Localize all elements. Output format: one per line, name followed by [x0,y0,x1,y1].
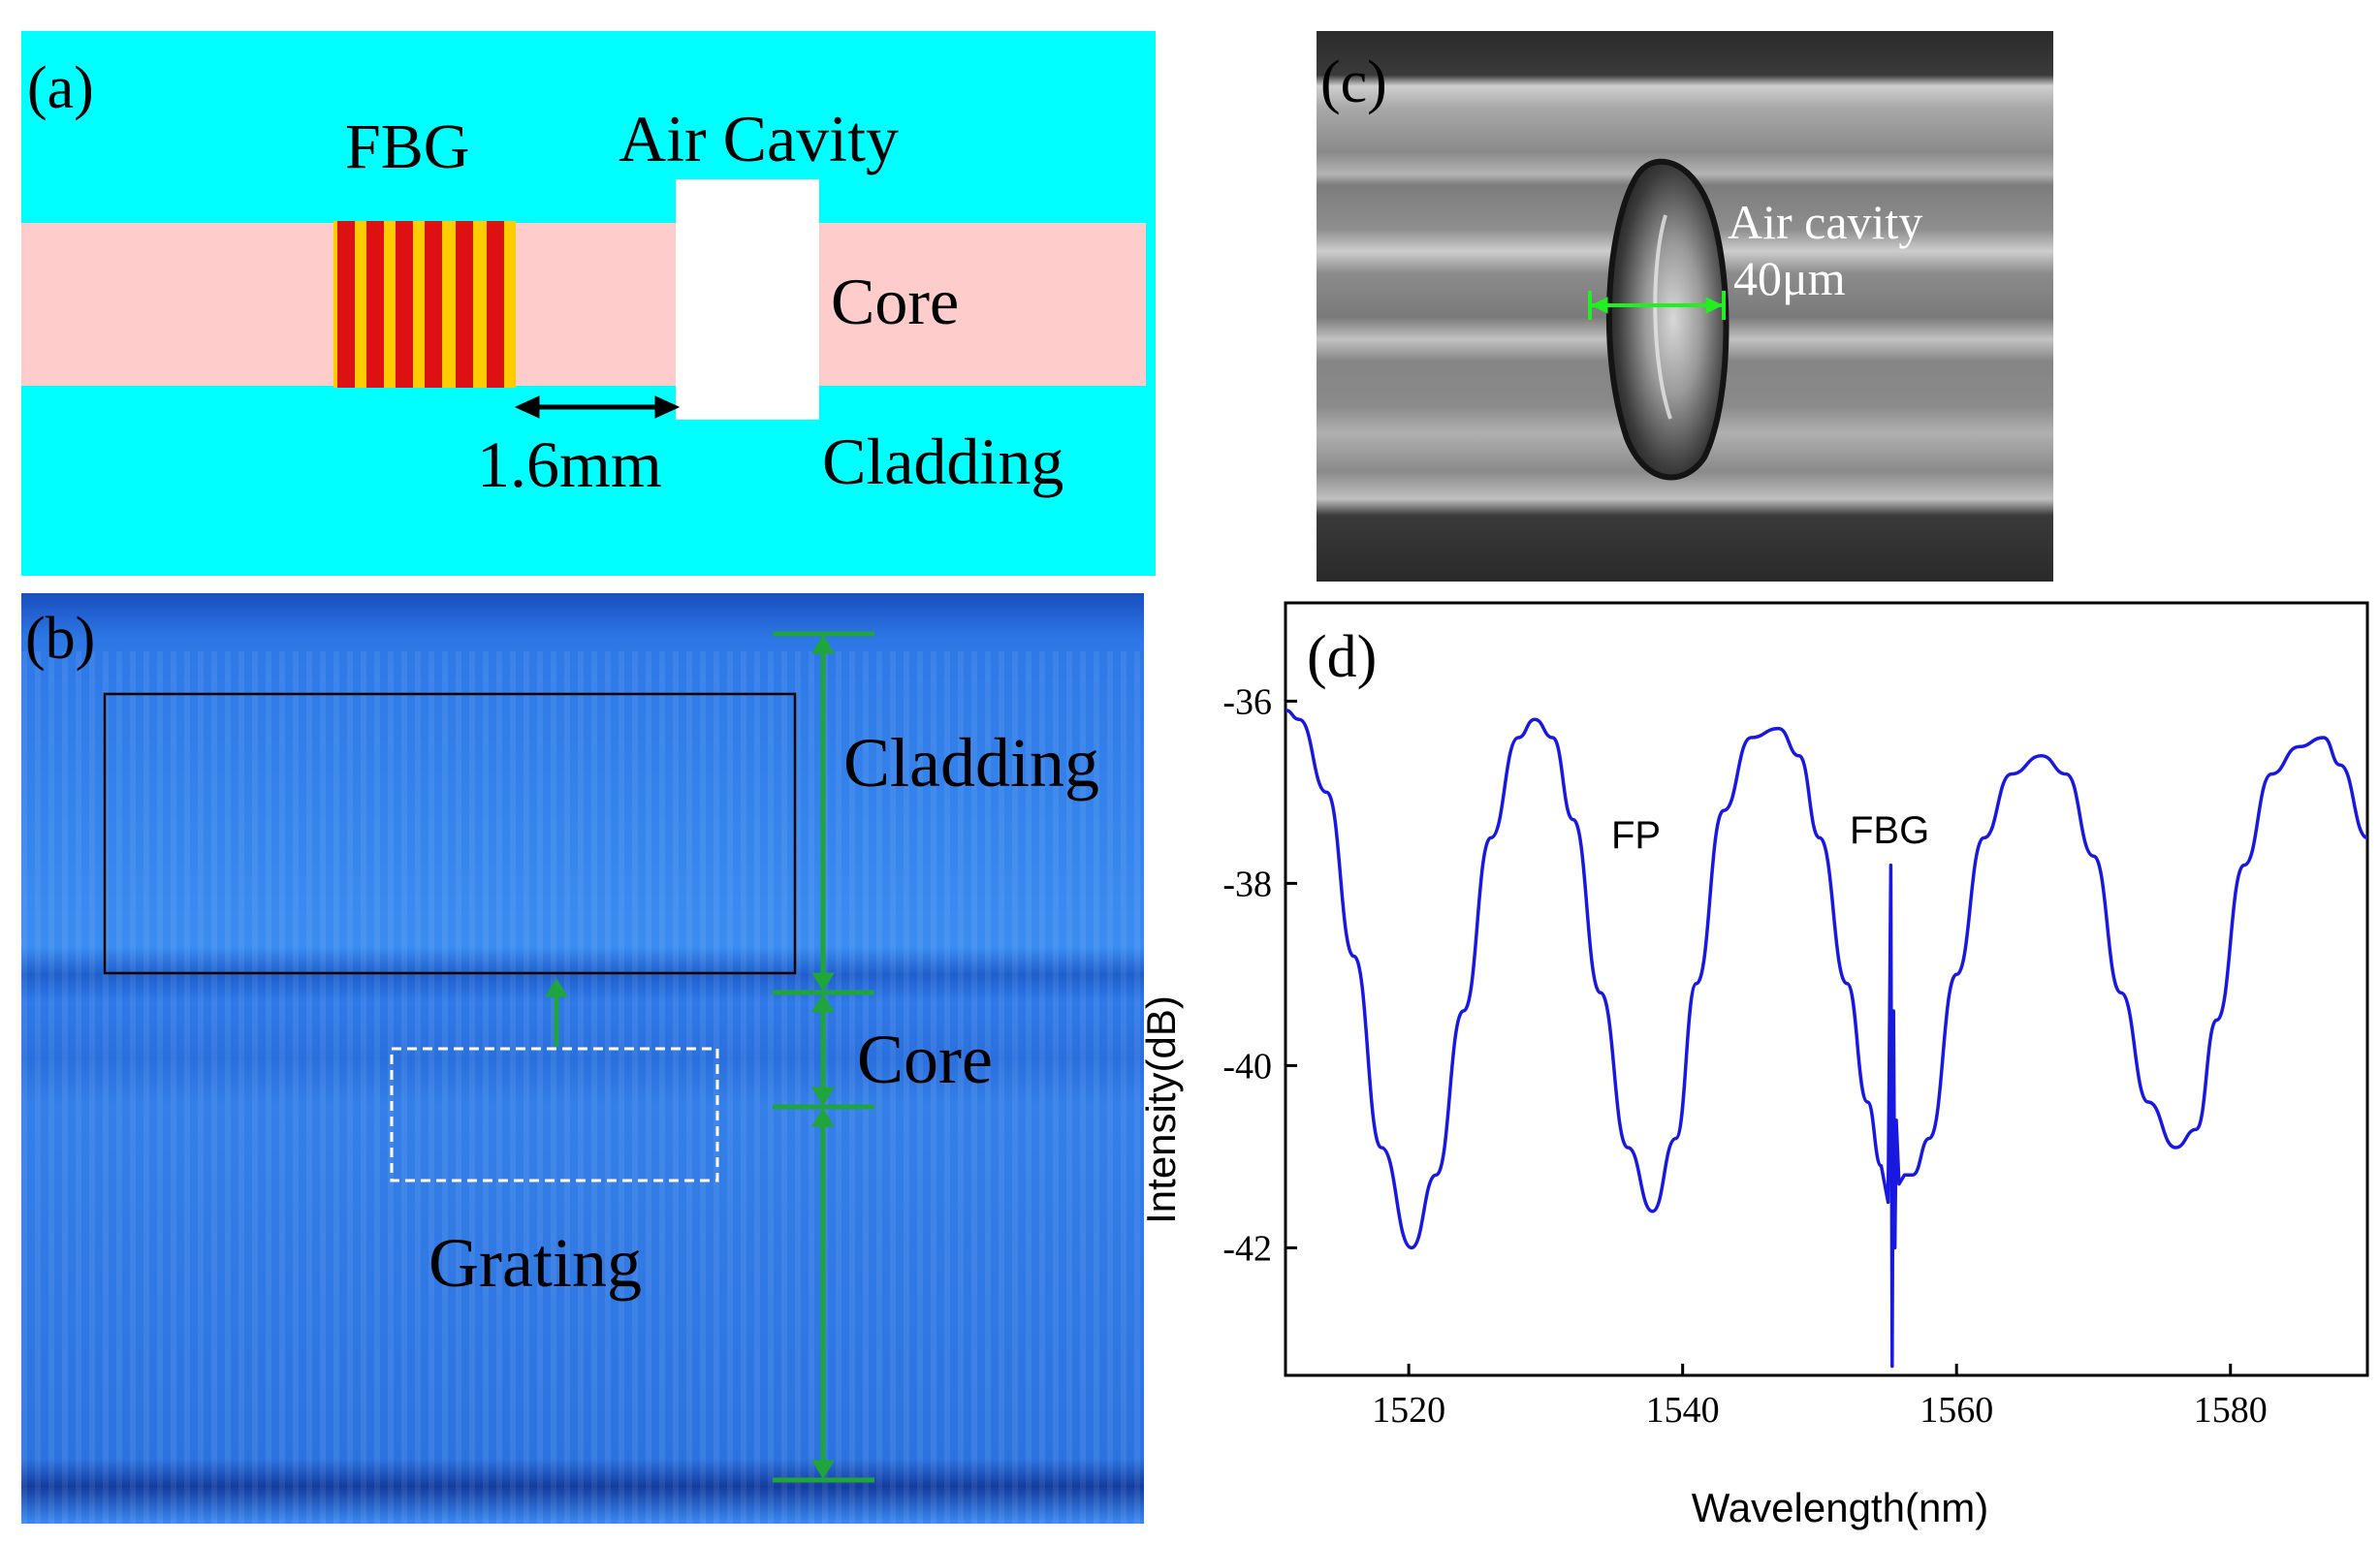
x-tick-label: 1540 [1646,1390,1720,1431]
y-tick-label: -42 [1222,1228,1272,1269]
panel-c-label: (c) [1320,49,1387,115]
spectrum-chart: 1520 1540 1560 1580 -42 -40 -38 -36 Wavelength(… [1144,601,2369,1530]
panel-d-label: (d) [1307,624,1377,690]
grating-box [390,1047,719,1182]
scale-markers [545,631,874,1483]
air-cavity-ellipse [1605,158,1729,481]
cladding-label: Cladding [843,724,1099,802]
panel-a-label: (a) [27,55,94,121]
fbg-label: FBG [345,111,470,182]
core-label: Core [831,265,960,338]
panel-b: (b) Cladding Core Grating [21,593,1144,1524]
x-tick-label: 1520 [1372,1390,1445,1431]
distance-arrow [514,395,681,419]
spectrum-line [1285,709,2368,1369]
distance-label: 1.6mm [477,427,662,501]
panel-c: (c) Air cavity 40μm [1317,31,2053,582]
y-axis-label: Intensity(dB) [1144,995,1184,1224]
panel-b-micrograph [21,593,1144,1524]
panel-a-schematic [21,31,1156,576]
fbg-annotation: FBG [1850,809,1929,852]
panel-b-label: (b) [25,606,96,672]
panel-a: (a) FBG Air Cavity Core 1.6mm Cladding [21,31,1156,576]
y-tick-label: -38 [1222,864,1272,904]
core-region [21,223,1146,386]
panel-d: 1520 1540 1560 1580 -42 -40 -38 -36 Wavelength(… [1144,601,2380,1544]
cladding-label: Cladding [822,425,1064,498]
air-cavity-block [676,179,819,420]
cladding-box [103,692,797,975]
fbg-grating [333,221,516,388]
core-label: Core [857,1021,993,1098]
x-tick-label: 1560 [1920,1390,1993,1431]
x-axis-label: Wavelength(nm) [1692,1485,1989,1530]
air-cavity-label: Air Cavity [619,102,899,175]
cavity-width-marker [1588,291,1726,320]
grating-label: Grating [428,1224,642,1302]
cavity-size-label: 40μm [1733,251,1846,305]
fp-annotation: FP [1611,814,1661,857]
y-tick-label: -36 [1222,681,1272,722]
x-tick-label: 1580 [2194,1390,2268,1431]
y-tick-label: -40 [1222,1046,1272,1087]
plot-frame [1284,601,2369,1377]
air-cavity-label: Air cavity [1728,195,1923,249]
panel-c-micrograph [1317,31,2053,582]
